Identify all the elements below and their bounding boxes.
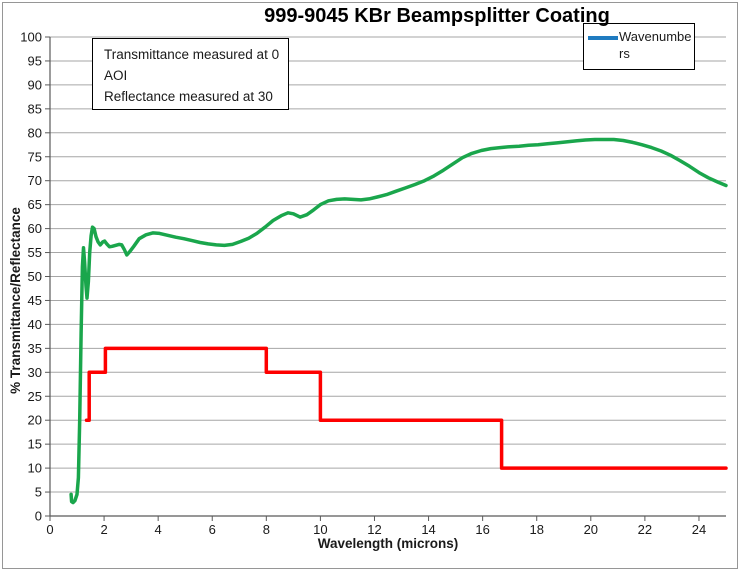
red_step_curve <box>84 346 728 470</box>
x-tick-label: 4 <box>155 522 162 537</box>
x-tick-label: 24 <box>692 522 706 537</box>
y-tick-label: 20 <box>28 413 42 428</box>
x-tick-label: 10 <box>313 522 327 537</box>
annotation-line-2: AOI <box>104 68 128 83</box>
y-tick-label: 90 <box>28 77 42 92</box>
y-tick-label: 95 <box>28 53 42 68</box>
annotation-line-1: Transmittance measured at 0 <box>104 47 280 62</box>
y-tick-label: 35 <box>28 341 42 356</box>
legend-line-swatch-icon <box>588 36 618 40</box>
y-axis-title: % Transmittance/Reflectance <box>7 206 23 394</box>
x-tick-label: 22 <box>638 522 652 537</box>
y-tick-label: 15 <box>28 437 42 452</box>
y-tick-label: 55 <box>28 245 42 260</box>
legend: Wavenumbers <box>583 23 695 70</box>
y-tick-label: 45 <box>28 293 42 308</box>
x-tick-label: 12 <box>367 522 381 537</box>
y-tick-label: 10 <box>28 461 42 476</box>
y-tick-label: 60 <box>28 221 42 236</box>
x-tick-label: 14 <box>421 522 435 537</box>
x-tick-label: 6 <box>209 522 216 537</box>
y-tick-label: 100 <box>20 30 42 45</box>
y-tick-label: 25 <box>28 389 42 404</box>
x-tick-label: 18 <box>529 522 543 537</box>
y-tick-label: 40 <box>28 317 42 332</box>
x-tick-label: 16 <box>475 522 489 537</box>
green_curve <box>69 137 728 505</box>
legend-label: Wavenumbers <box>619 29 692 61</box>
x-tick-label: 0 <box>46 522 53 537</box>
x-tick-label: 20 <box>584 522 598 537</box>
annotation-line-3: Reflectance measured at 30 <box>104 89 273 104</box>
y-tick-label: 30 <box>28 365 42 380</box>
y-tick-label: 70 <box>28 173 42 188</box>
y-tick-label: 80 <box>28 125 42 140</box>
x-tick-label: 2 <box>100 522 107 537</box>
y-tick-label: 75 <box>28 149 42 164</box>
y-tick-label: 50 <box>28 269 42 284</box>
y-tick-label: 0 <box>35 509 42 524</box>
y-tick-label: 85 <box>28 101 42 116</box>
y-axis-title-wrap: % Transmittance/Reflectance <box>2 66 28 534</box>
annotation-text-box: Transmittance measured at 0 AOI Reflecta… <box>92 38 289 110</box>
y-tick-label: 65 <box>28 197 42 212</box>
chart-title: 999-9045 KBr Beampsplitter Coating <box>264 5 610 27</box>
y-tick-label: 5 <box>35 485 42 500</box>
x-axis-title: Wavelength (microns) <box>317 536 459 551</box>
x-tick-label: 8 <box>263 522 270 537</box>
